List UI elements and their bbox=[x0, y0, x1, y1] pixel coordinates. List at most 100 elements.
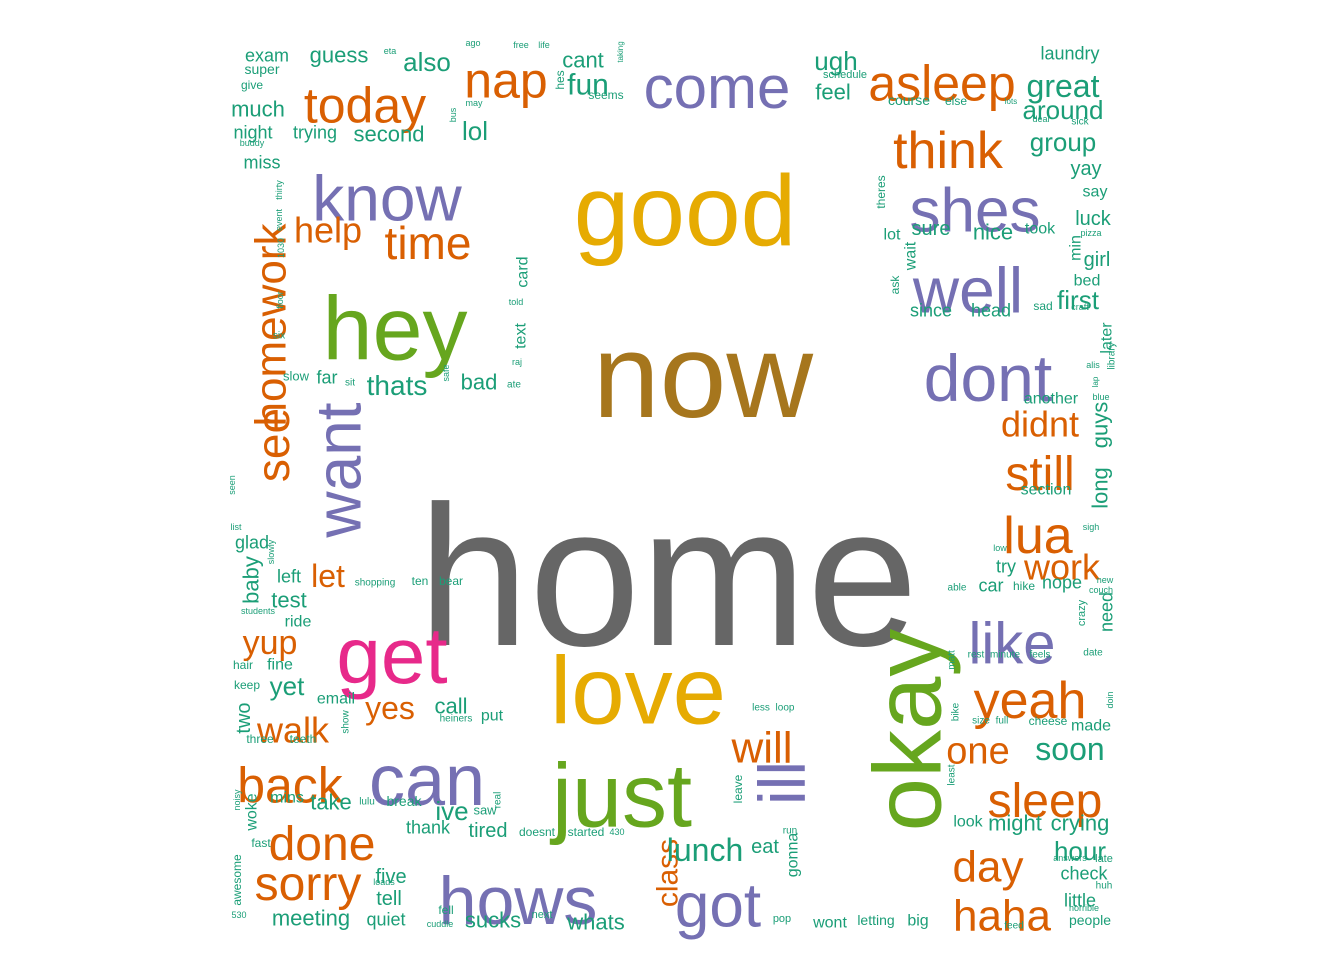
word-noisy: noisy bbox=[232, 789, 242, 811]
word-need: need bbox=[1096, 592, 1116, 632]
word-woke: woke bbox=[244, 793, 261, 831]
word-look: look bbox=[953, 814, 983, 831]
word-cheese: cheese bbox=[1029, 714, 1068, 728]
word-430: 430 bbox=[609, 827, 624, 837]
word-help: help bbox=[294, 210, 362, 251]
word-real: real bbox=[493, 792, 504, 809]
word-minute: minute bbox=[990, 650, 1020, 661]
word-come: come bbox=[644, 54, 791, 121]
word-people: people bbox=[1069, 912, 1111, 928]
word-floor: floor bbox=[275, 291, 285, 309]
word-feel: feel bbox=[815, 80, 850, 105]
word-sleep: sleep bbox=[988, 775, 1103, 828]
word-lap: lap bbox=[1091, 376, 1100, 387]
word-library: library bbox=[1107, 342, 1118, 369]
word-take: take bbox=[310, 790, 352, 815]
word-lunch: lunch bbox=[667, 832, 744, 868]
word-baby: baby bbox=[239, 556, 264, 604]
word-good: good bbox=[574, 155, 796, 267]
word-text: text bbox=[513, 323, 530, 349]
word-another: another bbox=[1024, 391, 1079, 408]
word-doesnt: doesnt bbox=[519, 825, 556, 839]
word-shopping: shopping bbox=[355, 578, 396, 589]
word-dont: dont bbox=[924, 341, 1052, 415]
word-thats: thats bbox=[367, 370, 428, 401]
word-now: now bbox=[593, 309, 813, 443]
word-next: next bbox=[532, 909, 553, 921]
word-low: low bbox=[993, 543, 1007, 553]
word-course: course bbox=[888, 92, 930, 108]
word-back: back bbox=[237, 758, 344, 814]
word-wont: wont bbox=[812, 915, 847, 932]
word-love: love bbox=[550, 638, 726, 745]
word-shes: shes bbox=[910, 177, 1041, 246]
word-letting: letting bbox=[857, 912, 894, 928]
word-taking: taking bbox=[616, 41, 625, 62]
word-laundry: laundry bbox=[1040, 43, 1099, 63]
word-less: less bbox=[752, 703, 770, 714]
word-full: full bbox=[996, 716, 1009, 727]
word-list: list bbox=[231, 522, 242, 532]
word-trying: trying bbox=[293, 122, 337, 142]
word-cuddle: cuddle bbox=[427, 919, 454, 929]
word-later: later bbox=[1099, 322, 1116, 354]
word-tell: tell bbox=[376, 888, 402, 910]
word-see: see bbox=[247, 408, 299, 482]
word-ten: ten bbox=[412, 574, 429, 588]
word-date: date bbox=[1083, 648, 1103, 659]
word-also: also bbox=[403, 47, 451, 77]
word-call: call bbox=[434, 694, 467, 719]
word-may: may bbox=[465, 98, 483, 108]
word-slow: slow bbox=[283, 369, 310, 384]
word-keep: keep bbox=[234, 678, 260, 692]
word-meeting: meeting bbox=[272, 906, 350, 931]
word-pop: pop bbox=[773, 913, 791, 925]
word-car: car bbox=[978, 575, 1003, 595]
word-email: email bbox=[317, 691, 355, 708]
word-get: get bbox=[336, 611, 447, 700]
word-break: break bbox=[386, 793, 422, 809]
word-homework: homework bbox=[246, 223, 295, 427]
word-one: one bbox=[946, 730, 1009, 772]
word-asleep: asleep bbox=[868, 56, 1015, 112]
word-lulu: lulu bbox=[359, 797, 375, 808]
word-ride: ride bbox=[285, 614, 312, 631]
word-bus: bus bbox=[448, 107, 458, 122]
word-didnt: didnt bbox=[1001, 404, 1079, 445]
word-cant: cant bbox=[562, 48, 604, 73]
word-want: want bbox=[302, 402, 374, 538]
word-since: since bbox=[910, 300, 952, 320]
word-luck: luck bbox=[1075, 208, 1112, 230]
word-huh: huh bbox=[1096, 881, 1113, 892]
word-1030: 1030 bbox=[276, 238, 286, 258]
word-put: put bbox=[481, 708, 504, 725]
word-yay: yay bbox=[1070, 158, 1101, 180]
word-might: might bbox=[988, 811, 1042, 836]
word-exam: exam bbox=[245, 45, 289, 65]
word-test: test bbox=[271, 588, 306, 613]
word-thirty: thirty bbox=[274, 180, 284, 200]
word-doin: doin bbox=[1105, 691, 1115, 708]
word-sad: sad bbox=[1033, 299, 1052, 313]
word-let: let bbox=[311, 558, 345, 594]
word-yeah: yeah bbox=[974, 672, 1087, 730]
word-card: card bbox=[515, 256, 532, 287]
word-told: told bbox=[509, 297, 524, 307]
word-crazy: crazy bbox=[1076, 599, 1088, 626]
word-eat: eat bbox=[751, 836, 779, 858]
word-fell: fell bbox=[438, 903, 453, 917]
word-new: new bbox=[1097, 575, 1114, 585]
word-able: able bbox=[948, 583, 967, 594]
word-still: still bbox=[1005, 448, 1074, 501]
word-soon: soon bbox=[1035, 731, 1104, 767]
word-girl: girl bbox=[1084, 249, 1111, 271]
word-hes: hes bbox=[553, 70, 567, 89]
word-first: first bbox=[1057, 285, 1100, 315]
word-miss: miss bbox=[244, 152, 281, 172]
word-ask: ask bbox=[888, 275, 902, 295]
word-matt: matt bbox=[947, 650, 958, 670]
word-can: can bbox=[369, 741, 485, 821]
word-around: around bbox=[1023, 95, 1104, 125]
word-tired: tired bbox=[469, 820, 508, 842]
